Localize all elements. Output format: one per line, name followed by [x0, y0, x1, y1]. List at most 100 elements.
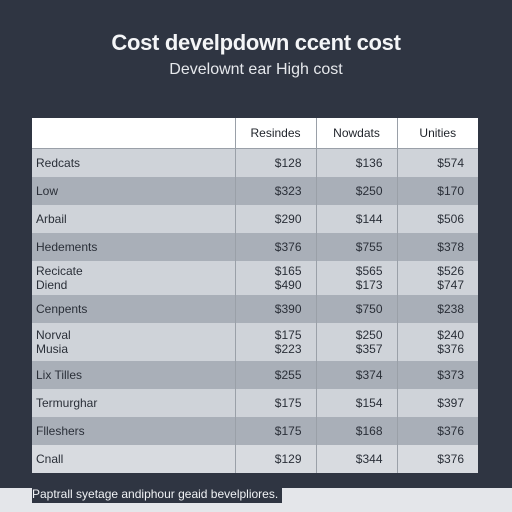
cell-value: $526	[437, 264, 464, 278]
cell-value: $175	[274, 396, 302, 410]
value-cell: $128	[234, 148, 316, 177]
column-header-nowdats: Nowdats	[315, 118, 397, 149]
cell-value: $374	[355, 368, 383, 382]
cell-value: $750	[355, 302, 383, 316]
table-body: Redcats $128 $136 $574 Low $323 $250 $170 Arbail…	[32, 148, 478, 473]
row-label: Redcats	[36, 156, 81, 170]
cell-value: $376	[437, 452, 464, 466]
cell-value: $290	[274, 212, 302, 226]
row-label: Low	[36, 184, 59, 198]
value-cell: $374	[315, 361, 397, 389]
cell-value: $255	[274, 368, 302, 382]
value-cell: $526 $747	[396, 261, 478, 295]
value-cell: $376	[396, 417, 478, 445]
cell-value: $250	[355, 184, 383, 198]
row-label-cell: Low	[32, 177, 235, 205]
row-label-cell: Arbail	[32, 205, 235, 233]
value-cell: $565 $173	[315, 261, 397, 295]
cell-value: $144	[355, 212, 383, 226]
cell-value: $323	[274, 184, 302, 198]
cell-value: $238	[437, 302, 464, 316]
chart-title: Cost develpdown ccent cost	[111, 30, 401, 55]
value-cell: $165 $490	[234, 261, 316, 295]
value-cell: $154	[315, 389, 397, 417]
column-header-unities: Unities	[396, 118, 478, 149]
cell-value: $574	[437, 156, 464, 170]
value-cell: $175 $223	[234, 323, 316, 361]
row-label: Lix Tilles	[36, 368, 83, 382]
table-row: Low $323 $250 $170	[32, 177, 478, 205]
column-header-label	[32, 118, 235, 149]
table-row: Arbail $290 $144 $506	[32, 205, 478, 233]
cost-table: Resindes Nowdats Unities Redcats $128 $136…	[32, 118, 478, 473]
cell-value: $506	[437, 212, 464, 226]
value-cell: $376	[234, 233, 316, 261]
footer-caption: Paptrall syetage andiphour geaid bevelpl…	[32, 487, 283, 503]
value-cell: $255	[234, 361, 316, 389]
cell-value: $357	[355, 342, 383, 356]
value-cell: $378	[396, 233, 478, 261]
value-cell: $136	[315, 148, 397, 177]
cell-value: $490	[274, 278, 302, 292]
row-label: Arbail	[36, 212, 67, 226]
value-cell: $175	[234, 417, 316, 445]
row-label-cell: Cenpents	[32, 295, 235, 323]
value-cell: $390	[234, 295, 316, 323]
row-label: Musia	[36, 342, 69, 356]
cell-value: $376	[437, 424, 464, 438]
table-row: Flleshers $175 $168 $376	[32, 417, 478, 445]
value-cell: $170	[396, 177, 478, 205]
table-row: Redcats $128 $136 $574	[32, 148, 478, 177]
value-cell: $373	[396, 361, 478, 389]
value-cell: $574	[396, 148, 478, 177]
cell-value: $175	[274, 424, 302, 438]
cell-value: $170	[437, 184, 464, 198]
cell-value: $390	[274, 302, 302, 316]
cell-value: $344	[355, 452, 383, 466]
value-cell: $750	[315, 295, 397, 323]
value-cell: $397	[396, 389, 478, 417]
value-cell: $238	[396, 295, 478, 323]
cell-value: $378	[437, 240, 464, 254]
value-cell: $344	[315, 445, 397, 473]
table-row: Recicate Diend $165 $490 $565 $173 $526 $747	[32, 261, 478, 295]
table-row: Cenpents $390 $750 $238	[32, 295, 478, 323]
value-cell: $168	[315, 417, 397, 445]
value-cell: $290	[234, 205, 316, 233]
cost-table-container: Resindes Nowdats Unities Redcats $128 $136…	[32, 118, 478, 473]
cell-value: $129	[274, 452, 302, 466]
table-row: Hedements $376 $755 $378	[32, 233, 478, 261]
value-cell: $506	[396, 205, 478, 233]
row-label-cell: Lix Tilles	[32, 361, 235, 389]
table-row: Termurghar $175 $154 $397	[32, 389, 478, 417]
row-label-cell: Termurghar	[32, 389, 235, 417]
cell-value: $755	[355, 240, 383, 254]
row-label-cell: Redcats	[32, 148, 235, 177]
value-cell: $376	[396, 445, 478, 473]
cell-value: $136	[355, 156, 383, 170]
value-cell: $240 $376	[396, 323, 478, 361]
cell-value: $376	[274, 240, 302, 254]
row-label-cell: Hedements	[32, 233, 235, 261]
table-row: Norval Musia $175 $223 $250 $357 $240 $376	[32, 323, 478, 361]
value-cell: $144	[315, 205, 397, 233]
cell-value: $128	[274, 156, 302, 170]
row-label: Cnall	[36, 452, 64, 466]
row-label: Diend	[36, 278, 68, 292]
chart-subtitle: Develownt ear High cost	[169, 61, 343, 78]
table-row: Cnall $129 $344 $376	[32, 445, 478, 473]
row-label-cell: Flleshers	[32, 417, 235, 445]
row-label: Termurghar	[36, 396, 98, 410]
value-cell: $175	[234, 389, 316, 417]
cell-value: $173	[355, 278, 383, 292]
cell-value: $397	[437, 396, 464, 410]
row-label: Hedements	[36, 240, 98, 254]
cell-value: $565	[355, 264, 383, 278]
value-cell: $323	[234, 177, 316, 205]
row-label: Norval	[36, 328, 71, 342]
cell-value: $223	[274, 342, 302, 356]
value-cell: $129	[234, 445, 316, 473]
row-label: Flleshers	[36, 424, 85, 438]
value-cell: $250	[315, 177, 397, 205]
row-label-cell: Cnall	[32, 445, 235, 473]
